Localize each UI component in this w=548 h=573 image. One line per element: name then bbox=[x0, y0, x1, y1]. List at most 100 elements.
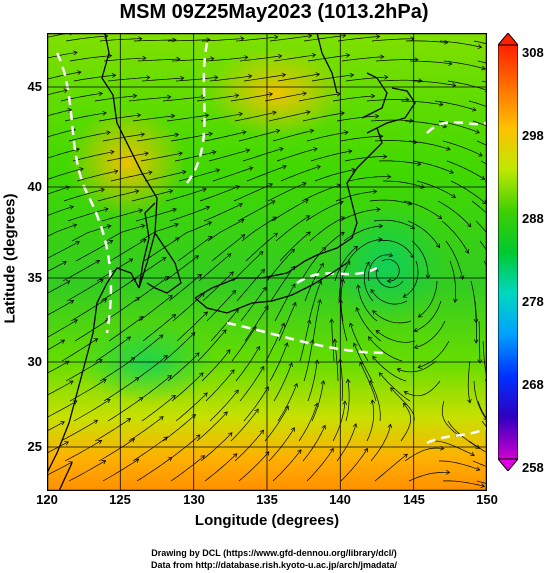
streamline-arrowhead bbox=[467, 222, 472, 228]
streamline bbox=[450, 180, 487, 204]
streamline-arrowhead bbox=[195, 434, 201, 439]
streamline bbox=[308, 280, 322, 322]
streamline bbox=[137, 58, 181, 62]
streamline bbox=[332, 401, 346, 442]
streamline-arrowhead bbox=[384, 74, 389, 80]
streamline bbox=[279, 231, 311, 262]
streamline bbox=[209, 75, 252, 82]
streamline-arrowhead bbox=[99, 279, 104, 284]
streamline-arrowhead bbox=[102, 110, 107, 116]
streamline-arrowhead bbox=[317, 299, 322, 304]
streamline bbox=[411, 240, 429, 279]
streamline-arrowhead bbox=[222, 329, 227, 334]
streamline-arrowhead bbox=[170, 113, 176, 119]
streamline bbox=[177, 236, 213, 262]
streamline bbox=[240, 287, 267, 322]
streamline bbox=[273, 362, 293, 402]
streamline bbox=[400, 100, 443, 106]
streamline-arrowhead bbox=[340, 278, 345, 284]
streamline bbox=[468, 100, 487, 108]
streamline bbox=[244, 305, 269, 342]
streamline-arrowhead bbox=[340, 111, 345, 116]
streamline-arrowhead bbox=[388, 252, 394, 258]
streamline-arrowhead bbox=[396, 367, 402, 373]
streamline bbox=[343, 225, 383, 242]
streamline bbox=[232, 251, 264, 282]
streamline-arrowhead bbox=[313, 147, 318, 152]
streamline-arrowhead bbox=[168, 189, 174, 194]
streamline bbox=[417, 340, 450, 368]
streamline bbox=[277, 73, 320, 82]
streamline bbox=[204, 131, 247, 142]
streamline bbox=[140, 152, 183, 162]
streamline bbox=[449, 260, 456, 303]
streamline bbox=[72, 151, 114, 162]
streamline bbox=[442, 480, 485, 487]
streamline bbox=[280, 165, 321, 182]
streamline bbox=[70, 298, 107, 322]
streamline-arrowhead bbox=[363, 447, 368, 453]
streamline-arrowhead bbox=[355, 284, 361, 289]
streamline bbox=[410, 60, 452, 65]
streamline bbox=[302, 425, 326, 462]
streamline bbox=[139, 223, 179, 242]
streamline bbox=[166, 434, 201, 462]
streamline bbox=[366, 99, 409, 102]
streamline-arrowhead bbox=[62, 260, 67, 266]
streamline bbox=[200, 113, 243, 122]
streamline-arrowhead bbox=[305, 215, 311, 220]
streamline-arrowhead bbox=[223, 411, 228, 416]
streamline bbox=[345, 76, 388, 82]
streamline-arrowhead bbox=[111, 73, 117, 78]
streamline bbox=[404, 447, 444, 462]
streamline bbox=[47, 300, 74, 316]
streamline bbox=[270, 266, 295, 302]
streamline bbox=[60, 92, 103, 102]
streamline bbox=[237, 200, 276, 222]
streamline bbox=[132, 115, 175, 122]
streamline-arrowhead bbox=[346, 260, 351, 265]
streamline bbox=[133, 355, 168, 382]
streamline-arrowhead bbox=[178, 151, 183, 156]
streamline-arrowhead bbox=[167, 94, 172, 100]
streamline bbox=[47, 441, 69, 454]
streamline bbox=[128, 96, 171, 102]
streamline bbox=[162, 96, 205, 102]
streamline bbox=[273, 54, 316, 62]
streamline-arrowhead bbox=[413, 139, 418, 145]
streamline bbox=[300, 246, 326, 282]
streamline bbox=[67, 208, 109, 222]
streamline bbox=[334, 246, 358, 282]
streamline bbox=[265, 323, 285, 362]
streamline bbox=[137, 375, 172, 402]
streamline-arrowhead bbox=[69, 299, 75, 305]
streamline bbox=[369, 380, 381, 422]
streamline bbox=[441, 400, 460, 437]
streamline-arrowhead bbox=[417, 313, 423, 318]
streamline-arrowhead bbox=[345, 378, 351, 384]
streamline bbox=[208, 149, 250, 162]
x-tick-label: 130 bbox=[183, 492, 205, 507]
streamline-arrowhead bbox=[467, 398, 472, 404]
streamline bbox=[100, 277, 137, 302]
streamline bbox=[178, 169, 220, 182]
streamline bbox=[372, 310, 412, 324]
streamline bbox=[175, 392, 208, 422]
streamline-arrowhead bbox=[140, 132, 146, 137]
streamline-arrowhead bbox=[480, 483, 486, 488]
streamline-arrowhead bbox=[199, 372, 204, 377]
streamline bbox=[47, 148, 80, 159]
streamline-arrowhead bbox=[448, 61, 453, 66]
map-title: MSM 09Z25May2023 (1013.2hPa) bbox=[119, 1, 429, 23]
streamline-arrowhead bbox=[134, 189, 140, 194]
streamline bbox=[144, 171, 186, 182]
streamline-arrowhead bbox=[258, 251, 264, 256]
x-tick-label: 150 bbox=[476, 492, 498, 507]
streamline bbox=[239, 55, 282, 62]
streamline bbox=[47, 280, 71, 294]
streamline bbox=[474, 300, 477, 343]
streamline bbox=[445, 240, 464, 280]
streamline bbox=[47, 339, 65, 351]
streamline-arrowhead bbox=[240, 234, 246, 239]
streamline bbox=[65, 359, 103, 382]
